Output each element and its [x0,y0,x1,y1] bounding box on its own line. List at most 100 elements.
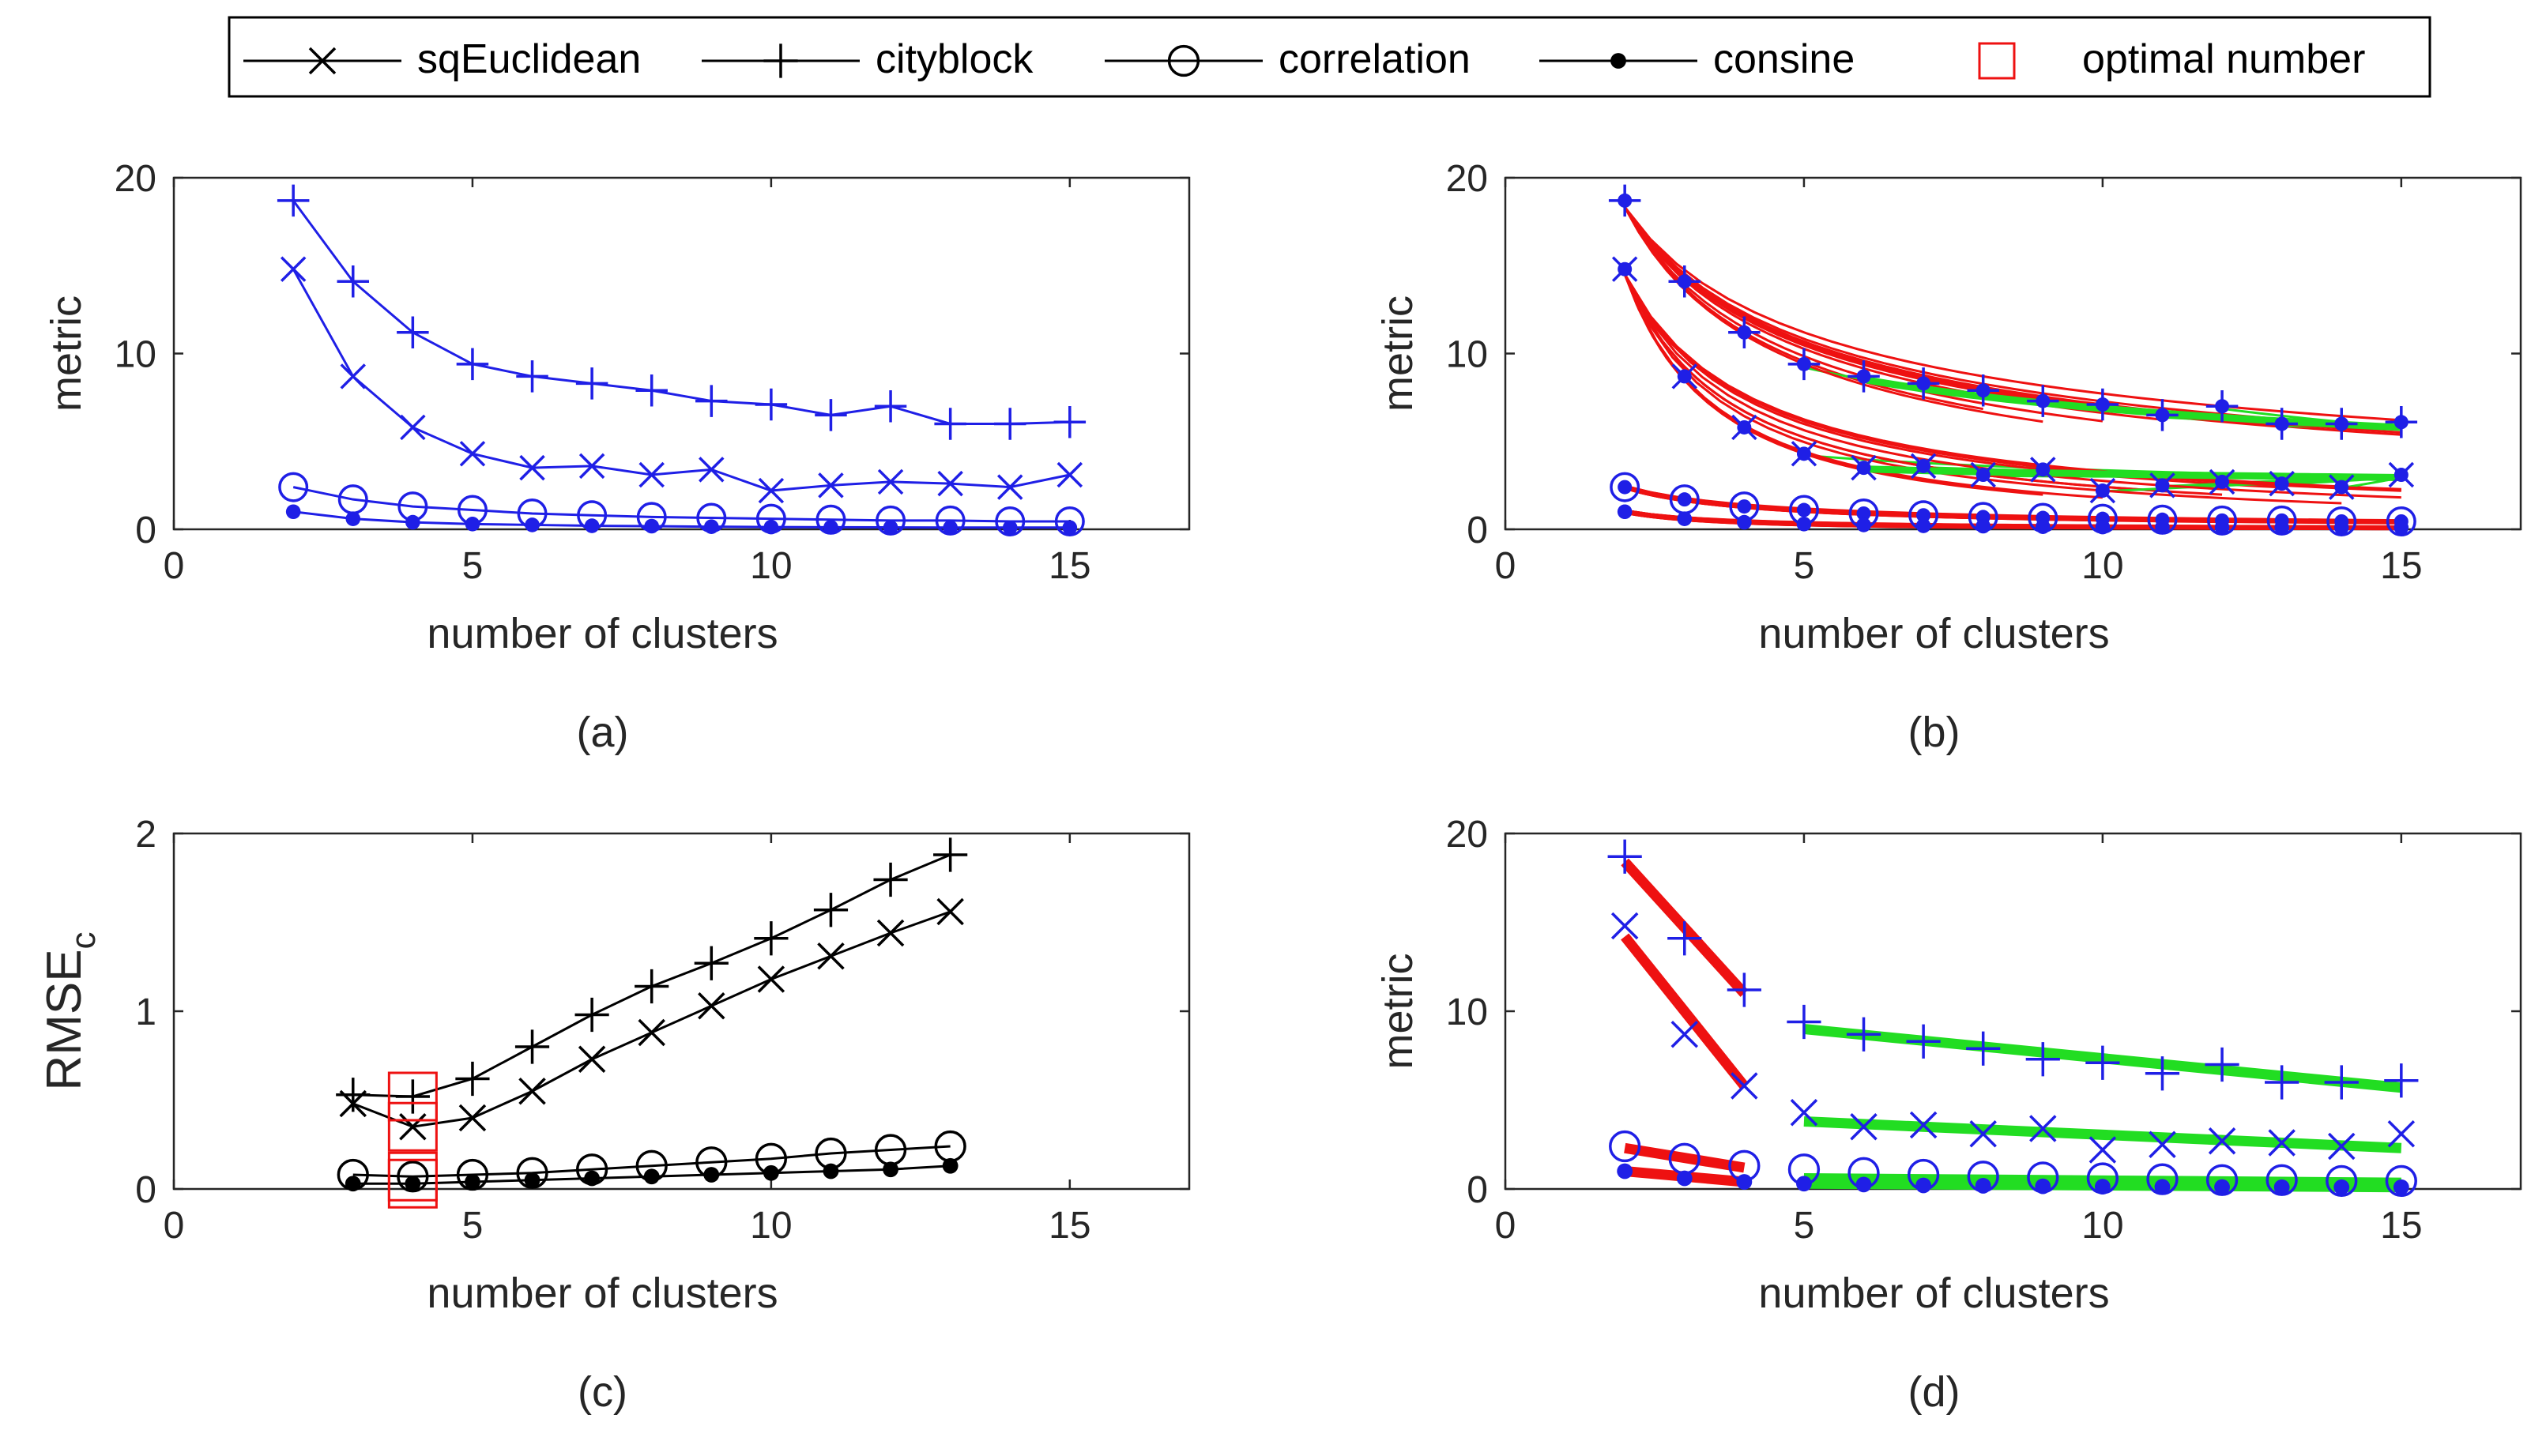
data-point [578,1045,606,1073]
legend: sqEuclidean cityblock correlation consine op… [228,16,2431,98]
data-point [1607,839,1642,874]
series-sqeuclidean [1610,912,2416,1164]
data-point [1054,506,1085,536]
fit-left [1623,273,2043,496]
data-point-dot [2394,468,2409,483]
data-point [2273,1179,2290,1195]
data-point [1617,1163,1633,1179]
fit-left [1623,273,2401,491]
legend-item-sqeuclidean: sqEuclidean [243,36,641,82]
legend-box [228,16,2431,98]
y-axis-label: metric [1374,954,1422,1070]
data-point [638,461,665,488]
legend-label: consine [1713,36,1855,82]
square-icon [1978,42,2016,80]
y-tick-label: 0 [135,510,156,551]
data-point [455,1061,490,1097]
data-point [2029,1115,2057,1142]
circle-icon [1167,44,1200,77]
data-point [1787,1004,1821,1040]
data-point [934,408,966,440]
x-tick-label: 15 [2380,1205,2422,1247]
data-point-dot [2095,397,2110,412]
x-tick-label: 0 [1495,545,1516,587]
data-point [1850,1113,1878,1141]
legend-item-optimal-number: optimal number [1978,36,2365,82]
data-point-dot [1916,376,1931,391]
data-point [873,862,908,897]
legend-item-consine: consine [1539,36,1855,82]
data-point-dot [1677,511,1692,526]
fit-left-correlation [1624,1142,1746,1173]
data-point [1731,1072,1758,1100]
data-point [942,1157,959,1174]
data-point [635,374,668,407]
data-point-dot [1916,518,1931,533]
data-point [763,519,779,535]
chart-c: 0 5 10 15 0 1 2 number of clusters RMSEc (c) [37,814,1191,1416]
data-point [757,965,785,993]
x-axis-label: number of clusters [1758,610,2109,657]
x-tick-label: 15 [2380,545,2422,587]
legend-label: optimal number [2082,36,2365,82]
series-cityblock [1607,839,2419,1100]
data-point [525,517,540,532]
series-consine [285,504,1078,536]
data-point-dot [1618,504,1633,519]
data-point [280,256,307,282]
data-point [883,520,898,535]
data-point-dot [2334,480,2349,495]
data-point [2025,1042,2060,1077]
data-point [584,518,600,533]
data-point [2387,1120,2416,1148]
x-tick-label: 10 [750,545,792,587]
chart-b: 0 5 10 15 0 10 20 number of clusters metric (b) [1374,158,2522,756]
data-point-dot [1916,508,1931,523]
data-point-dot [2095,483,2110,499]
data-point [703,1167,720,1183]
data-point [336,1078,371,1112]
data-point-dot [1737,419,1752,435]
data-point [2385,1164,2417,1198]
data-point [1966,1031,2001,1066]
data-point-dot [1975,518,1991,533]
chart-a: 0 5 10 15 0 10 20 number of clusters metric (a) [43,158,1191,756]
data-point [2094,1179,2111,1195]
legend-item-correlation: correlation [1105,36,1471,82]
optimal-square-icon [387,1071,438,1122]
fit-right-sqeuclidean [1803,1116,2402,1153]
series-line [293,510,1070,529]
overlay-dots [1618,193,2409,535]
data-point [763,1164,779,1181]
x-tick-label: 10 [2081,545,2123,587]
x-tick-label: 15 [1049,545,1090,587]
data-point-dot [2274,416,2289,431]
x-tick-label: 5 [462,1205,484,1247]
data-point [815,399,847,431]
fit-left-sqeuclidean [1621,933,1749,1089]
data-point [584,1170,601,1187]
data-point [2149,1131,2176,1158]
data-point [285,504,301,520]
data-point-dot [2036,462,2051,477]
data-point [574,997,609,1033]
data-point-dot [1618,261,1633,277]
data-point [405,514,420,530]
y-axis-label: metric [1374,295,1422,412]
data-point [933,837,968,872]
y-tick-label: 0 [135,1169,156,1211]
y-tick-label: 10 [1446,334,1488,376]
data-point [340,363,367,389]
data-point [817,942,845,970]
data-point [813,893,849,927]
data-point [400,414,426,441]
data-point [758,477,785,504]
data-point [458,1104,487,1132]
optimal-markers [387,1071,438,1209]
y-tick-label: 10 [115,334,156,376]
fit-left [1623,273,2282,489]
data-point [1909,1111,1938,1139]
data-point [883,1161,898,1178]
fit-left [1623,206,2043,423]
series-sqeuclidean [280,256,1083,504]
